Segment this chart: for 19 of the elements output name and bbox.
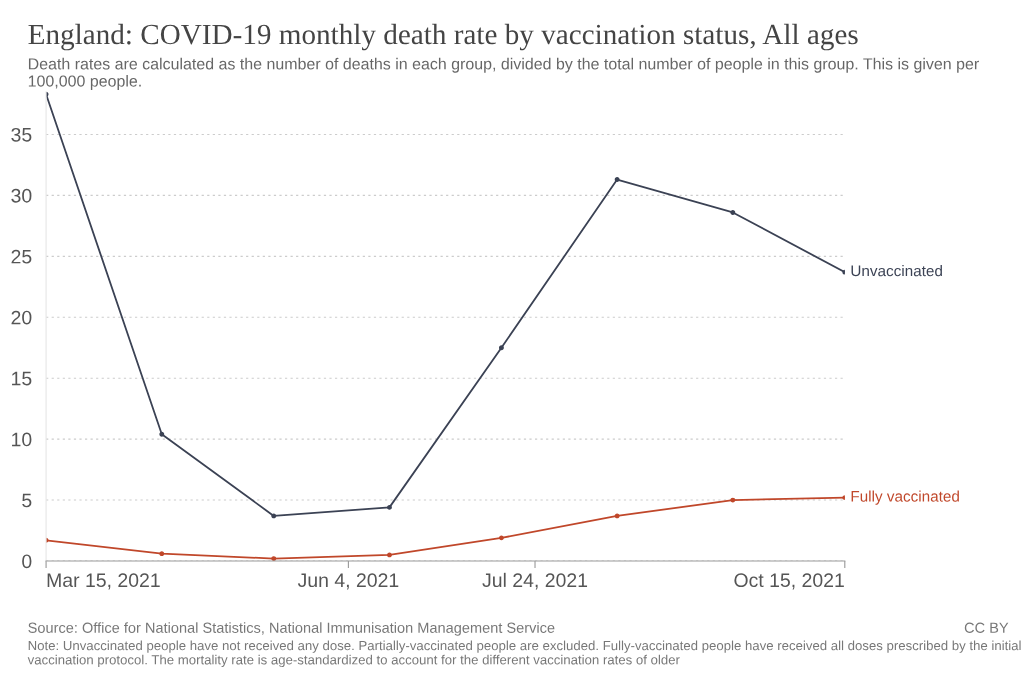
text: Note: Unvaccinated people have not received any dose. Partially-vaccinated people are excluded. Fully-vaccinated people have received all doses prescribed by the initial vaccination protocol. The mortality rate is age-standardized to account for the different vaccination rates of older: [27, 640, 1021, 668]
y-tick-label: 10: [12, 432, 32, 447]
y-tick-label: 0: [22, 554, 32, 569]
text: CC BY: [964, 622, 1009, 633]
y-tick-label: 20: [11, 310, 32, 325]
series-label: Fully vaccinated: [851, 490, 959, 505]
x-tick-label: Jul 24, 2021: [482, 572, 588, 590]
y-tick-label: 15: [12, 371, 32, 386]
y-tick-label: 35: [11, 127, 32, 142]
x-tick-label: Mar 15, 2021: [47, 573, 160, 590]
y-tick-label: 25: [11, 249, 32, 264]
y-tick-label: 5: [22, 493, 32, 508]
series-label: Unvaccinated: [851, 265, 942, 277]
x-tick-label: Jun 4, 2021: [297, 573, 399, 590]
x-tick-label: Oct 15, 2021: [734, 573, 844, 590]
chart-subtitle: Death rates are calculated as the number of deaths in each group, divided by the total number of people in this group. This is given per 100,000 people.: [28, 57, 979, 90]
chart-title: England: COVID-19 monthly death rate by vaccination status, All ages: [28, 23, 858, 51]
y-tick-label: 30: [11, 188, 32, 203]
source-note: Source: Office for National Statistics, National Immunisation Management Service: [28, 622, 555, 636]
